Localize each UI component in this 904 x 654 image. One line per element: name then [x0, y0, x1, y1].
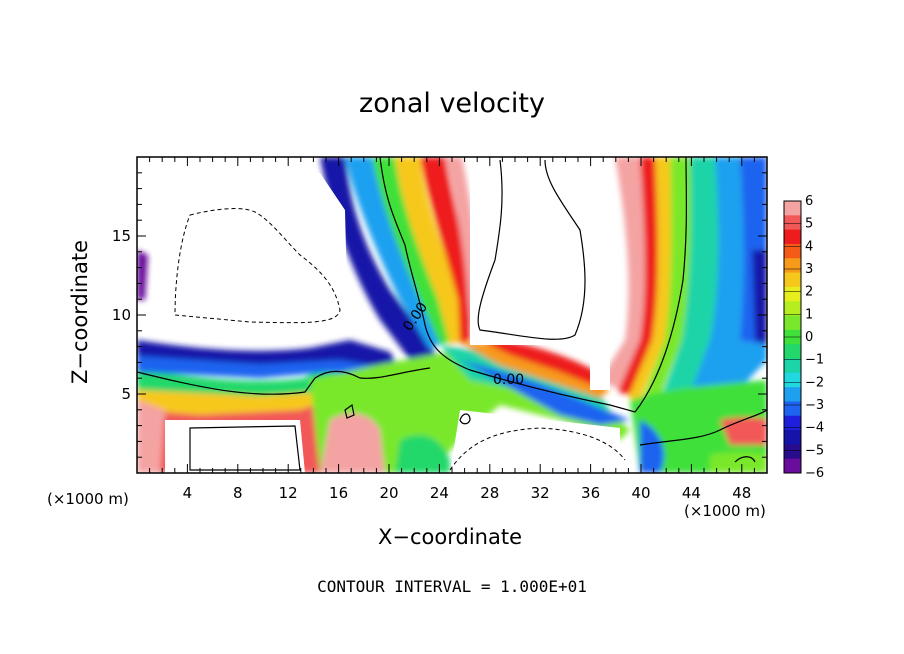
colorbar-swatch	[784, 401, 801, 417]
colorbar-label: 3	[805, 262, 813, 277]
colorbar-swatch	[784, 415, 801, 431]
x-axis-ticks: 4 8 12 16 20 24 28 32 36 40 44 48	[149, 157, 755, 502]
x-tick-label: 4	[183, 484, 193, 502]
colorbar-swatch	[784, 458, 801, 474]
colorbar-swatch	[784, 315, 801, 331]
colorbar-label: 6	[805, 194, 813, 209]
colorbar-label: −3	[805, 398, 824, 413]
colorbar-swatch	[784, 344, 801, 359]
x-tick-label: 32	[531, 484, 550, 502]
colorbar-label: −1	[805, 353, 824, 368]
x-tick-label: 16	[329, 484, 348, 502]
colorbar: 6 5 4 3 2 1 0 −1 −2 −3 −4 −5 −6	[783, 194, 824, 481]
colorbar-label: −2	[805, 375, 824, 390]
x-tick-label: 36	[581, 484, 600, 502]
colorbar-swatch	[784, 201, 801, 216]
colorbar-swatch	[784, 387, 801, 402]
negative-contours	[174, 208, 626, 471]
contour-lines	[137, 157, 767, 471]
x-tick-label: 20	[379, 484, 398, 502]
colorbar-swatch	[784, 286, 801, 302]
y-tick-label: 10	[112, 306, 131, 324]
colorbar-label: 5	[805, 217, 813, 232]
colorbar-label: −5	[805, 443, 824, 458]
colorbar-swatch	[784, 272, 801, 288]
colorbar-label: −4	[805, 421, 824, 436]
x-tick-label: 8	[233, 484, 243, 502]
x-unit-label: (×1000 m)	[684, 502, 766, 520]
colorbar-swatch	[784, 243, 801, 259]
y-tick-label: 5	[121, 385, 131, 403]
colorbar-swatch	[784, 258, 801, 274]
colorbar-label: 2	[805, 285, 813, 300]
colorbar-label: 4	[805, 239, 813, 254]
chart-title: zonal velocity	[359, 88, 545, 119]
y-axis-label: Z−coordinate	[68, 240, 92, 384]
colorbar-label: 0	[805, 330, 813, 345]
x-tick-label: 48	[732, 484, 751, 502]
x-tick-label: 28	[480, 484, 499, 502]
colorbar-swatch	[784, 444, 801, 460]
y-tick-label: 15	[112, 227, 131, 245]
z-unit-label: (×1000 m)	[47, 490, 129, 508]
y-axis-ticks: 5 10 15	[112, 172, 767, 458]
x-axis-label: X−coordinate	[378, 525, 522, 549]
colorbar-swatch	[784, 372, 801, 388]
colorbar-label: 1	[805, 307, 813, 322]
colorbar-label: −6	[805, 466, 824, 481]
colorbar-swatch	[784, 301, 801, 317]
colorbar-swatch	[784, 358, 801, 374]
x-tick-label: 12	[279, 484, 298, 502]
velocity-field: 0.00 0.00	[137, 157, 767, 473]
colorbar-swatch	[784, 215, 801, 231]
x-tick-label: 44	[682, 484, 701, 502]
colorbar-swatch	[784, 229, 801, 245]
x-tick-label: 40	[631, 484, 650, 502]
contour-interval-note: CONTOUR INTERVAL = 1.000E+01	[317, 577, 587, 596]
colorbar-swatch	[784, 430, 801, 445]
x-tick-label: 24	[430, 484, 449, 502]
contour-label-2: 0.00	[493, 372, 524, 388]
